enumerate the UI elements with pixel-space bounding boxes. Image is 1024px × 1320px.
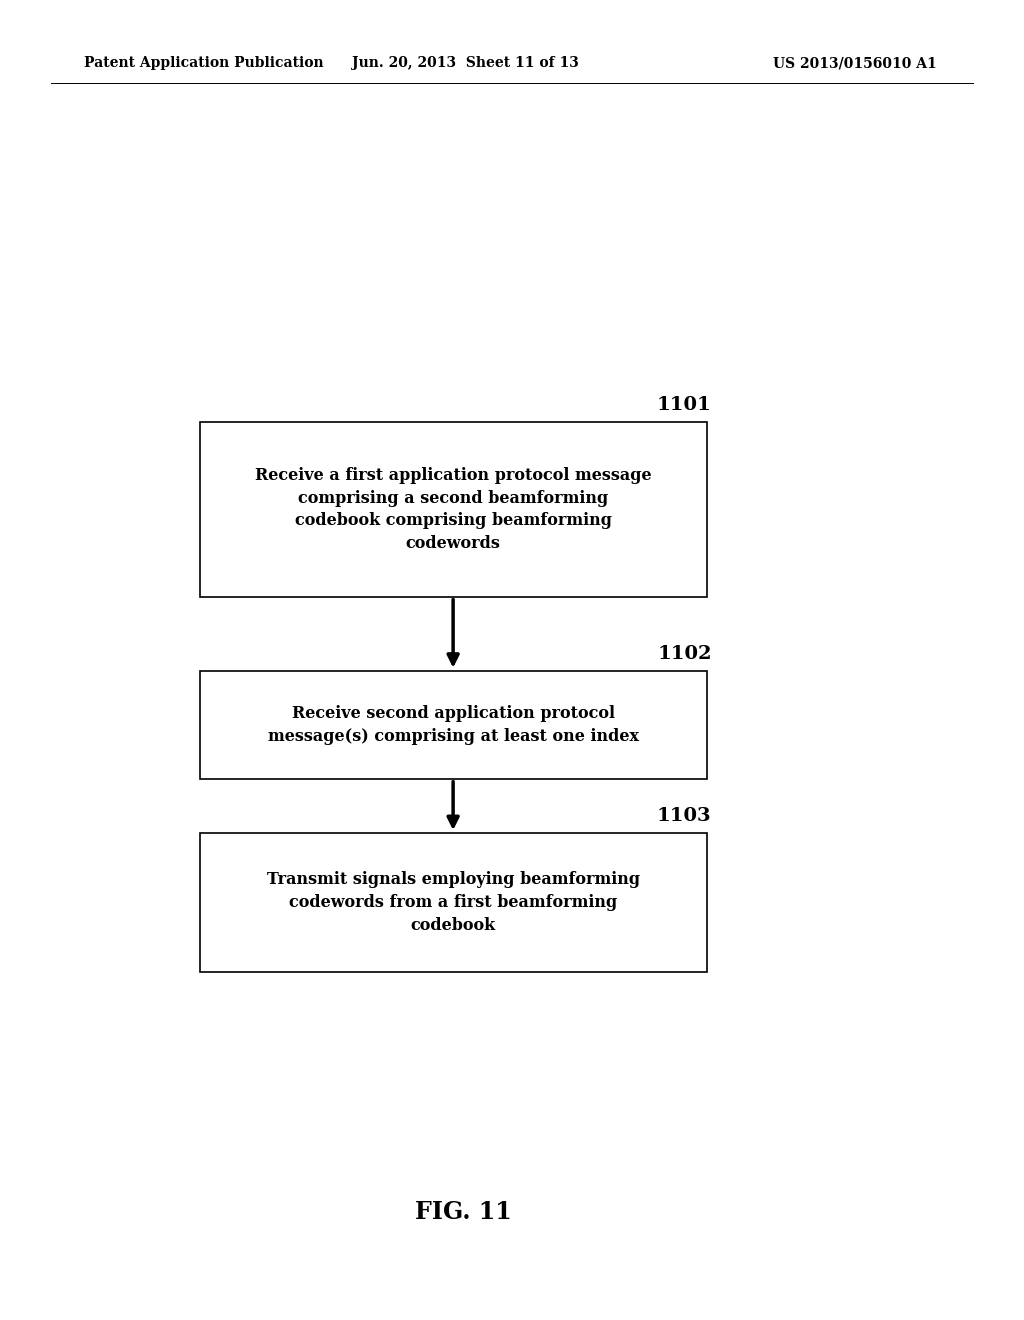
Text: Receive second application protocol
message(s) comprising at least one index: Receive second application protocol mess… xyxy=(267,705,639,744)
Text: US 2013/0156010 A1: US 2013/0156010 A1 xyxy=(773,57,937,70)
Text: Receive a first application protocol message
comprising a second beamforming
cod: Receive a first application protocol mes… xyxy=(255,467,651,552)
Text: 1102: 1102 xyxy=(657,644,712,663)
Bar xyxy=(200,671,707,779)
Bar xyxy=(200,422,707,597)
Bar xyxy=(200,833,707,972)
Text: Patent Application Publication: Patent Application Publication xyxy=(84,57,324,70)
Text: 1103: 1103 xyxy=(657,807,712,825)
Text: FIG. 11: FIG. 11 xyxy=(416,1200,512,1224)
Text: Transmit signals employing beamforming
codewords from a first beamforming
codebo: Transmit signals employing beamforming c… xyxy=(266,871,640,933)
Text: Jun. 20, 2013  Sheet 11 of 13: Jun. 20, 2013 Sheet 11 of 13 xyxy=(352,57,580,70)
Text: 1101: 1101 xyxy=(657,396,712,414)
